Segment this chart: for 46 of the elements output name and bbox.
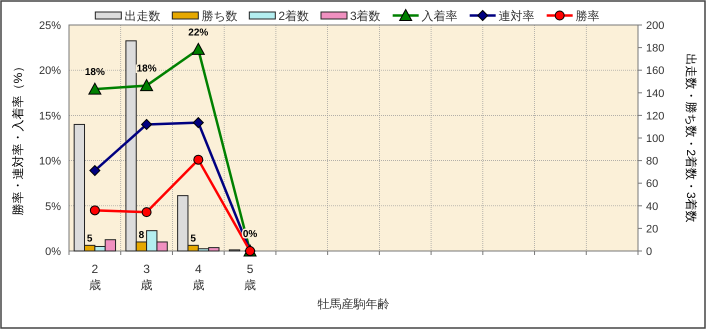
x-tick-label: 3 歳 (140, 262, 153, 292)
data-label: 5 (190, 233, 196, 244)
y2-tick-label: 60 (646, 178, 658, 190)
data-label: 18% (136, 64, 157, 75)
y2-tick-label: 200 (646, 20, 664, 32)
y2-tick-label: 120 (646, 110, 664, 122)
point (192, 42, 205, 55)
point (140, 79, 154, 92)
y-axis-title: 勝率・連対率・入着率（%） (11, 60, 25, 216)
y2-tick-label: 180 (646, 42, 664, 55)
legend-label: 2着数 (278, 9, 309, 23)
y2-tick-label: 100 (646, 133, 664, 145)
x-tick-label: 5 歳 (244, 262, 256, 292)
point (142, 207, 152, 218)
y2-axis-title: 出走数・勝ち数・2着数・3着数 (684, 53, 698, 223)
point (89, 165, 100, 176)
legend-label: 出走数 (124, 9, 160, 23)
data-label: 8 (138, 230, 145, 241)
y2-tick-label: 40 (646, 200, 658, 213)
legend-label: 連対率 (498, 9, 535, 23)
y-tick-label: 5% (45, 200, 62, 213)
legend-label: 入着率 (422, 9, 458, 23)
point (90, 205, 100, 216)
y-tick-label: 0% (45, 246, 62, 258)
y-tick-label: 20% (38, 65, 62, 78)
point (88, 82, 102, 95)
y2-tick-label: 0 (646, 246, 652, 258)
x-tick-label: 4 歳 (192, 262, 204, 292)
point (193, 154, 204, 165)
legend-label: 勝率 (576, 9, 600, 23)
legend-label: 勝ち数 (201, 9, 238, 23)
point (192, 117, 204, 128)
y-tick-label: 25% (38, 20, 62, 32)
y-tick-label: 10% (38, 156, 62, 168)
point (141, 118, 152, 130)
y2-tick-label: 140 (646, 88, 664, 100)
y2-tick-label: 20 (646, 223, 658, 236)
x-tick-label: 2 歳 (88, 262, 101, 292)
y-tick-label: 15% (38, 110, 62, 122)
x-axis-title: 牡馬産駒年齢 (318, 297, 390, 311)
data-label: 5 (86, 233, 93, 244)
data-label: 22% (188, 27, 208, 38)
y2-tick-label: 80 (646, 156, 658, 168)
legend-label: 3着数 (350, 9, 381, 23)
data-label: 18% (84, 67, 105, 78)
y2-tick-label: 160 (646, 65, 664, 78)
